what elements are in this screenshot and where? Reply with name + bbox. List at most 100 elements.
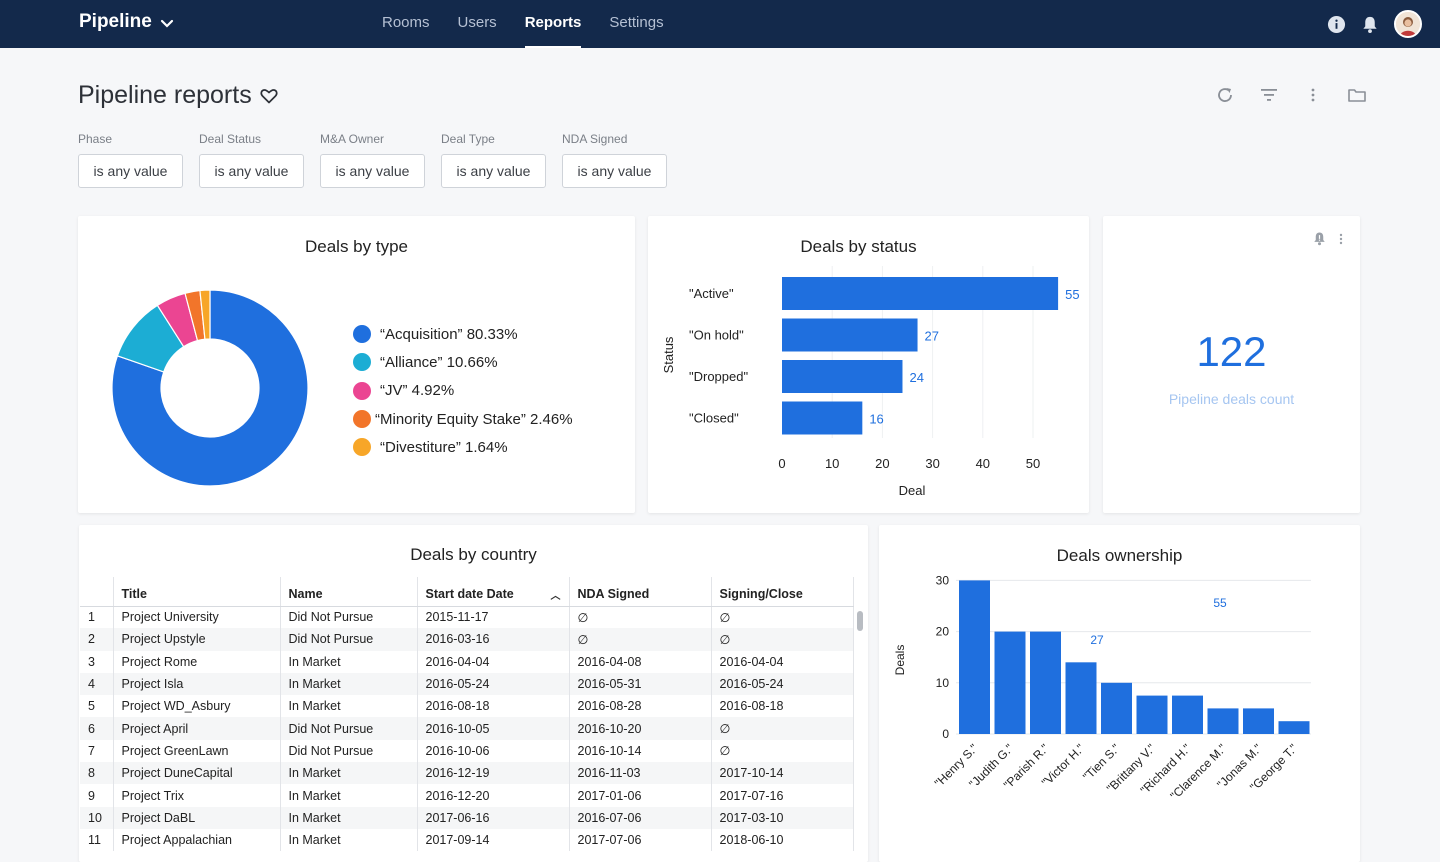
table-row[interactable]: 8 Project DuneCapital In Market 2016-12-19 2… bbox=[80, 762, 854, 785]
table-row[interactable]: 2 Project Upstyle Did Not Pursue 2016-03-16… bbox=[80, 628, 854, 651]
status-bar-on-hold[interactable] bbox=[782, 318, 918, 352]
ownership-bar-jonas-m[interactable] bbox=[1243, 708, 1274, 734]
ownership-bar-judith-g[interactable] bbox=[994, 631, 1026, 734]
legend-item-acquisition[interactable]: “Acquisition” 80.33% bbox=[353, 320, 573, 348]
ownership-bar-tien-s[interactable] bbox=[1101, 682, 1132, 734]
legend-item-jv[interactable]: “JV” 4.92% bbox=[353, 377, 573, 405]
filter-icon[interactable] bbox=[1258, 84, 1280, 106]
table-cell: 2017-01-06 bbox=[569, 784, 712, 807]
table-row[interactable]: 4 Project Isla In Market 2016-05-24 2016-05-… bbox=[80, 672, 854, 696]
table-row[interactable]: 9 Project Trix In Market 2016-12-20 2017-01-… bbox=[80, 784, 854, 807]
column-header-name[interactable]: Name bbox=[280, 577, 418, 607]
table-cell: 2016-10-20 bbox=[569, 717, 712, 740]
table-row[interactable]: 10 Project DaBL In Market 2017-06-16 2016-07… bbox=[80, 806, 854, 829]
app-name: Pipeline bbox=[79, 11, 152, 32]
table-cell: 2017-09-14 bbox=[417, 828, 570, 852]
card-title: Deals by status bbox=[800, 237, 917, 256]
table-body: 1 Project University Did Not Pursue 2015-11… bbox=[80, 606, 854, 852]
sort-ascending-icon[interactable]: ︿ bbox=[550, 590, 561, 602]
more-vertical-icon[interactable] bbox=[1302, 84, 1324, 106]
ownership-bar-henry-s[interactable] bbox=[959, 580, 990, 734]
status-bar-closed[interactable] bbox=[782, 401, 863, 435]
ownership-bar-george-t[interactable] bbox=[1278, 721, 1310, 734]
nav-settings[interactable]: Settings bbox=[609, 14, 664, 31]
legend-item-alliance[interactable]: “Alliance” 10.66% bbox=[353, 348, 573, 376]
y-tick-label: 30 bbox=[936, 573, 950, 587]
app-switcher[interactable]: Pipeline bbox=[79, 11, 174, 33]
row-index: 4 bbox=[80, 672, 114, 696]
ownership-bar-clarence-m[interactable] bbox=[1207, 708, 1239, 734]
card-title: Deals ownership bbox=[1056, 546, 1183, 565]
table-cell: ∅ bbox=[711, 606, 854, 629]
table-row[interactable]: 1 Project University Did Not Pursue 2015-11… bbox=[80, 606, 854, 629]
table-cell: Did Not Pursue bbox=[280, 606, 418, 629]
donut-slice-acquisition[interactable] bbox=[111, 289, 309, 487]
refresh-icon[interactable] bbox=[1214, 84, 1236, 106]
status-bar-active[interactable] bbox=[782, 277, 1059, 310]
ownership-bar-brittany-v[interactable] bbox=[1136, 695, 1168, 734]
table-cell: ∅ bbox=[711, 739, 854, 763]
table-scroll-area[interactable]: Title Name Start date Date ︿ NDA Signed S… bbox=[80, 577, 854, 861]
table-cell: 2017-07-16 bbox=[711, 784, 854, 807]
table-row[interactable]: 11 Project Appalachian In Market 2017-09-14… bbox=[80, 828, 854, 852]
ownership-bar-richard-h[interactable] bbox=[1172, 695, 1203, 734]
table-cell: 2016-03-16 bbox=[417, 628, 570, 651]
legend-item-minority-equity-stake[interactable]: “Minority Equity Stake” 2.46% bbox=[353, 405, 573, 433]
filter-deal-status-button[interactable]: is any value bbox=[199, 154, 304, 188]
alert-bell-icon[interactable] bbox=[1312, 231, 1327, 246]
filter-label: Deal Type bbox=[441, 132, 495, 146]
heart-icon[interactable] bbox=[260, 88, 278, 104]
filter-deal-status: Deal Status is any value bbox=[199, 132, 304, 188]
nav-rooms[interactable]: Rooms bbox=[382, 14, 430, 31]
table-row[interactable]: 5 Project WD_Asbury In Market 2016-08-18 201… bbox=[80, 695, 854, 718]
filter-deal-type-button[interactable]: is any value bbox=[441, 154, 546, 188]
table-cell: 2015-11-17 bbox=[417, 606, 570, 629]
row-index: 5 bbox=[80, 695, 114, 718]
ownership-bar-victor-h[interactable] bbox=[1065, 662, 1097, 734]
table-cell: Project Appalachian bbox=[113, 828, 281, 852]
ownership-bar-parish-r[interactable] bbox=[1030, 631, 1061, 734]
folder-icon[interactable] bbox=[1346, 84, 1368, 106]
bell-icon[interactable] bbox=[1360, 14, 1380, 34]
column-header-signing-close[interactable]: Signing/Close bbox=[711, 577, 854, 607]
nav-users[interactable]: Users bbox=[457, 14, 497, 31]
user-avatar[interactable] bbox=[1394, 10, 1422, 38]
table-cell: 2016-04-08 bbox=[569, 650, 712, 673]
deals-by-type-card: Deals by type “Acquisition” 80.33% “Alli… bbox=[78, 216, 635, 513]
main-nav: Rooms Users Reports Settings bbox=[368, 0, 678, 48]
status-bar-dropped[interactable] bbox=[782, 360, 903, 393]
table-cell: Project Rome bbox=[113, 650, 281, 673]
x-tick-label: 50 bbox=[1026, 456, 1040, 471]
kpi-label: Pipeline deals count bbox=[1168, 391, 1295, 407]
filter-ma-owner-button[interactable]: is any value bbox=[320, 154, 425, 188]
y-axis-label: Status bbox=[661, 336, 676, 373]
info-icon[interactable] bbox=[1326, 14, 1346, 34]
top-icons bbox=[1326, 10, 1422, 38]
column-header-title[interactable]: Title bbox=[113, 577, 281, 607]
filter-deal-type: Deal Type is any value bbox=[441, 132, 546, 188]
column-header-nda-signed[interactable]: NDA Signed bbox=[569, 577, 712, 607]
table-cell: In Market bbox=[280, 672, 418, 696]
scrollbar-thumb[interactable] bbox=[857, 611, 863, 631]
filter-phase-button[interactable]: is any value bbox=[78, 154, 183, 188]
table-row[interactable]: 3 Project Rome In Market 2016-04-04 2016-04-… bbox=[80, 650, 854, 673]
legend-item-divestiture[interactable]: “Divestiture” 1.64% bbox=[353, 433, 573, 461]
table-header-row: Title Name Start date Date ︿ NDA Signed S… bbox=[80, 577, 854, 607]
table-cell: Project Isla bbox=[113, 672, 281, 696]
filter-nda-signed-button[interactable]: is any value bbox=[562, 154, 667, 188]
more-vertical-icon[interactable] bbox=[1339, 233, 1343, 245]
row-index: 3 bbox=[80, 650, 114, 673]
donut-slice-divestiture[interactable] bbox=[199, 289, 211, 340]
category-label: "On hold" bbox=[689, 328, 744, 343]
table-row[interactable]: 7 Project GreenLawn Did Not Pursue 2016-10-… bbox=[80, 739, 854, 763]
table-scrollbar[interactable] bbox=[856, 609, 864, 857]
legend-label: “JV” 4.92% bbox=[380, 382, 455, 400]
table-row[interactable]: 6 Project April Did Not Pursue 2016-10-05 20… bbox=[80, 717, 854, 740]
page-title-text: Pipeline reports bbox=[78, 81, 252, 109]
nav-reports[interactable]: Reports bbox=[511, 0, 596, 48]
card-title: Deals by type bbox=[305, 237, 408, 256]
bar-value-label: 16 bbox=[869, 412, 883, 427]
category-label: "Active" bbox=[689, 286, 734, 301]
column-header-start-date[interactable]: Start date Date ︿ bbox=[417, 577, 570, 607]
